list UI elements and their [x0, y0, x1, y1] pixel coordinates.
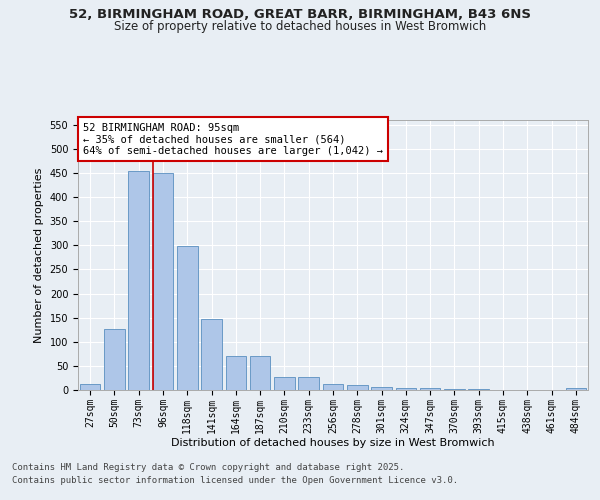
X-axis label: Distribution of detached houses by size in West Bromwich: Distribution of detached houses by size …	[171, 438, 495, 448]
Text: Contains public sector information licensed under the Open Government Licence v3: Contains public sector information licen…	[12, 476, 458, 485]
Text: Size of property relative to detached houses in West Bromwich: Size of property relative to detached ho…	[114, 20, 486, 33]
Bar	[274, 376, 295, 390]
Bar	[420, 388, 440, 390]
Text: 52, BIRMINGHAM ROAD, GREAT BARR, BIRMINGHAM, B43 6NS: 52, BIRMINGHAM ROAD, GREAT BARR, BIRMING…	[69, 8, 531, 20]
Bar	[444, 389, 465, 390]
Bar	[177, 246, 197, 390]
Bar	[566, 388, 586, 390]
Bar	[323, 384, 343, 390]
Bar	[347, 385, 368, 390]
Bar	[469, 388, 489, 390]
Bar	[250, 356, 271, 390]
Bar	[128, 170, 149, 390]
Bar	[371, 386, 392, 390]
Bar	[298, 376, 319, 390]
Y-axis label: Number of detached properties: Number of detached properties	[34, 168, 44, 342]
Bar	[80, 384, 100, 390]
Bar	[152, 173, 173, 390]
Text: 52 BIRMINGHAM ROAD: 95sqm
← 35% of detached houses are smaller (564)
64% of semi: 52 BIRMINGHAM ROAD: 95sqm ← 35% of detac…	[83, 122, 383, 156]
Bar	[395, 388, 416, 390]
Bar	[226, 356, 246, 390]
Text: Contains HM Land Registry data © Crown copyright and database right 2025.: Contains HM Land Registry data © Crown c…	[12, 462, 404, 471]
Bar	[104, 329, 125, 390]
Bar	[201, 318, 222, 390]
